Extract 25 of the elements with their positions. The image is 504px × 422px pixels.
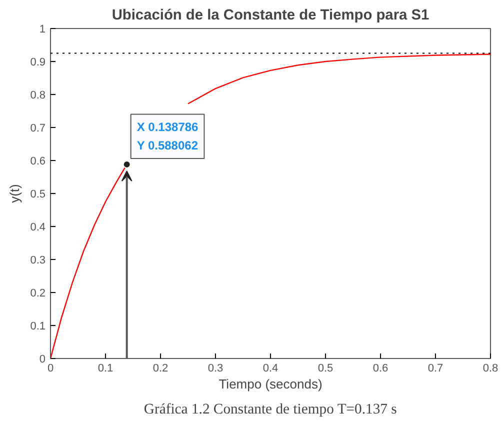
annotation: X 0.138786 Y 0.588062 bbox=[136, 120, 199, 152]
x-tick-label: 0.1 bbox=[98, 362, 114, 374]
y-tick-label: 0.6 bbox=[30, 156, 46, 168]
y-axis-title: y(t) bbox=[7, 184, 22, 203]
x-tick-label: 0.8 bbox=[482, 362, 498, 374]
y-tick-label: 0 bbox=[39, 354, 46, 366]
y-tick-label: 0.3 bbox=[30, 254, 46, 266]
x-tick-label: 0.5 bbox=[318, 362, 334, 374]
y-tick-label: 0.9 bbox=[30, 56, 46, 68]
y-tick-label: 0.2 bbox=[30, 288, 46, 300]
chart-title: Ubicación de la Constante de Tiempo para S1 bbox=[112, 8, 430, 24]
x-tick-label: 0.2 bbox=[152, 362, 168, 374]
x-tick-label: 0.4 bbox=[262, 362, 278, 374]
x-tick-label: 0.6 bbox=[372, 362, 388, 374]
y-tick-label: 0.1 bbox=[30, 320, 46, 332]
text: Gráfica 1.2 Constante de tiempo T=0.137 s bbox=[144, 402, 398, 418]
x-tick-label: 0.3 bbox=[208, 362, 224, 374]
y-tick-label: 0.4 bbox=[30, 222, 46, 234]
y-tick-label: 0.5 bbox=[30, 188, 46, 200]
y-tick-label: 1 bbox=[39, 24, 46, 36]
x-tick-label: 0 bbox=[47, 362, 54, 374]
x-axis-title: Tiempo (seconds) bbox=[218, 376, 322, 392]
y-tick-label: 0.7 bbox=[30, 122, 46, 134]
x-tick-label: 0.7 bbox=[428, 362, 444, 374]
y-tick-label: 0.8 bbox=[30, 90, 46, 102]
